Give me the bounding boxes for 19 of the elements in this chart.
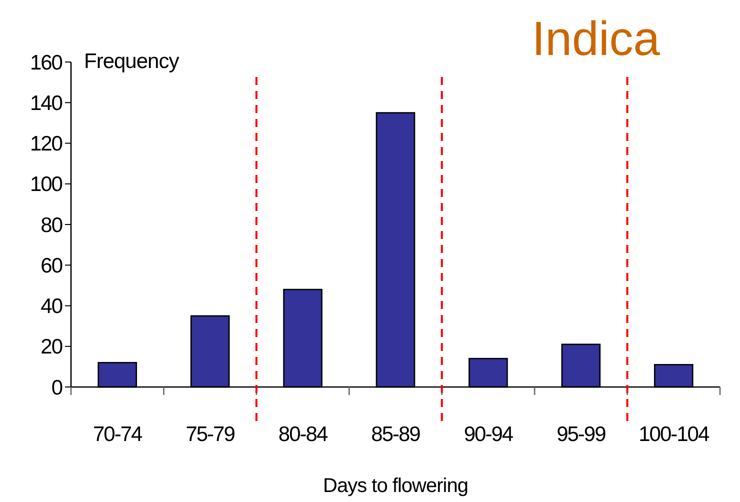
x-tick-label: 90-94 xyxy=(464,423,514,446)
y-tick-label: 160 xyxy=(30,51,62,74)
y-tick-label: 20 xyxy=(40,336,62,359)
y-tick-label: 80 xyxy=(40,214,62,237)
y-tick-label: 60 xyxy=(40,254,62,278)
x-axis-title: Days to flowering xyxy=(323,475,468,497)
y-axis-title: Frequency xyxy=(84,50,180,73)
chart-title: Indica xyxy=(532,13,660,66)
x-tick-label: 85-89 xyxy=(371,423,420,446)
y-tick-label: 120 xyxy=(30,132,62,156)
x-tick-label: 70-74 xyxy=(93,423,144,446)
y-tick-label: 0 xyxy=(51,376,62,400)
y-tick-label: 140 xyxy=(30,92,62,115)
y-tick-label: 100 xyxy=(30,173,62,196)
x-tick-label: 80-84 xyxy=(278,423,328,446)
y-tick-label: 40 xyxy=(40,295,62,318)
x-tick-label: 95-99 xyxy=(556,423,606,446)
x-tick-label: 100-104 xyxy=(638,423,710,446)
x-tick-label: 75-79 xyxy=(186,423,235,446)
